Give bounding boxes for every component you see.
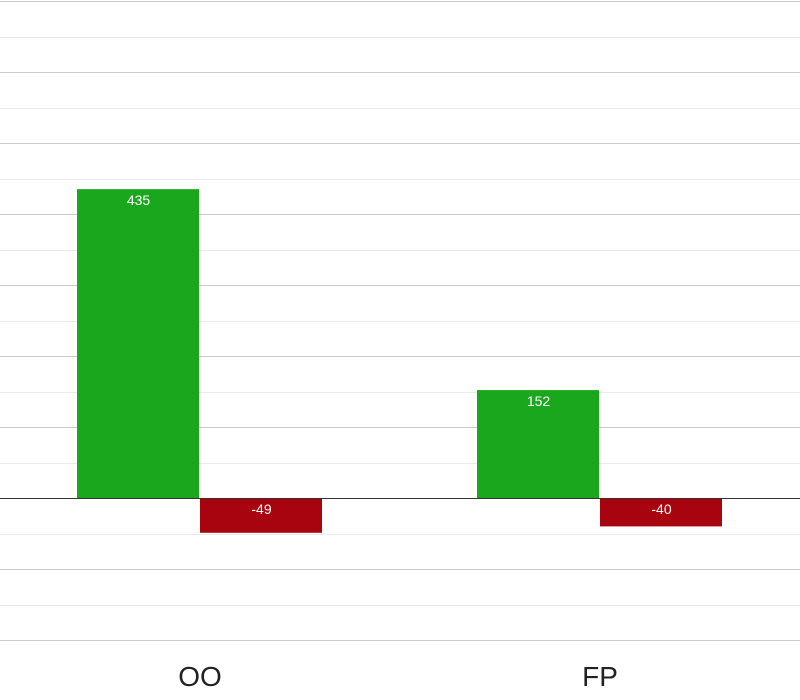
bar-oo-negative (200, 498, 322, 533)
bar-value-label: -49 (251, 501, 271, 517)
bar-labels: 435 -49 152 -40 (127, 192, 672, 517)
category-labels: OO FP (178, 661, 618, 692)
bar-value-label: 152 (527, 393, 551, 409)
bar-fp-negative (600, 498, 722, 527)
bar-value-label: 435 (127, 192, 151, 208)
category-label-oo: OO (178, 661, 222, 692)
bar-fp-positive (477, 390, 599, 498)
bar-value-label: -40 (651, 501, 671, 517)
category-label-fp: FP (582, 661, 618, 692)
bars (77, 189, 722, 533)
bar-oo-positive (77, 189, 199, 498)
